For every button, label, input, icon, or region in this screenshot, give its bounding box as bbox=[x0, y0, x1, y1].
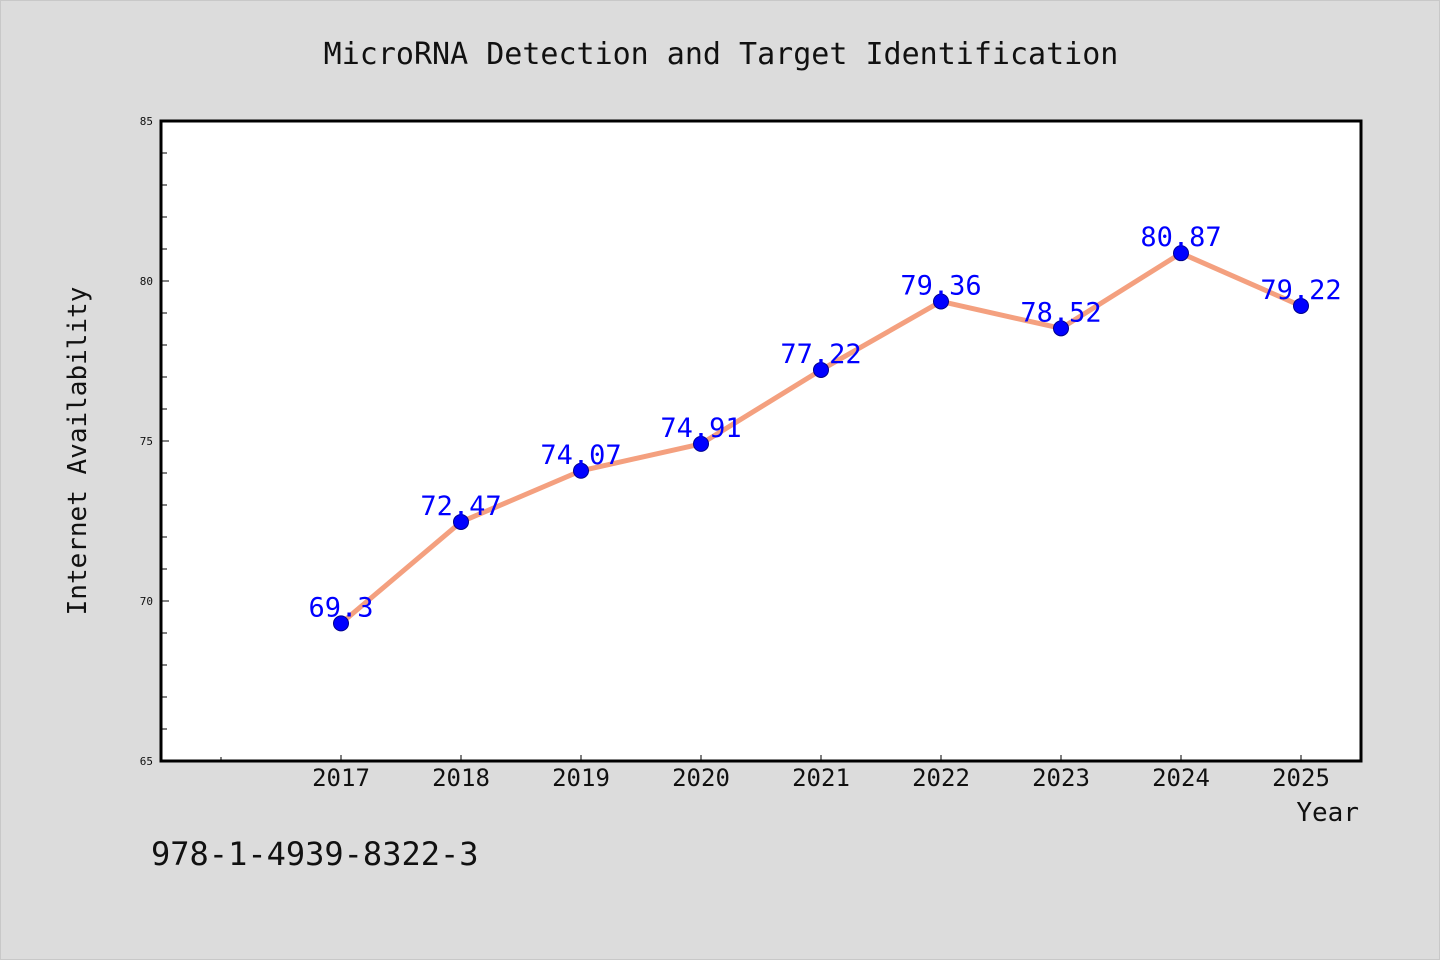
data-point bbox=[933, 293, 949, 310]
y-tick-label: 85 bbox=[140, 115, 153, 128]
data-point bbox=[693, 435, 709, 452]
data-point bbox=[813, 361, 829, 378]
y-tick-label: 80 bbox=[140, 275, 153, 288]
y-axis-title: Internet Availability bbox=[63, 287, 93, 616]
data-label: 78.52 bbox=[1020, 297, 1101, 328]
data-point bbox=[573, 462, 589, 479]
data-label: 74.91 bbox=[660, 413, 741, 444]
data-label: 77.22 bbox=[780, 339, 861, 370]
x-tick-label: 2018 bbox=[432, 764, 490, 792]
y-tick-label: 75 bbox=[140, 435, 153, 448]
data-labels-layer: 69.3 72.47 74.07 74.91 77.22 79.36 78.52 80.87 7… bbox=[308, 222, 1341, 623]
x-tick-label: 2024 bbox=[1152, 764, 1210, 792]
chart-title: MicroRNA Detection and Target Identifica… bbox=[324, 37, 1119, 72]
x-tick-label: 2020 bbox=[672, 764, 730, 792]
x-tick-label: 2025 bbox=[1272, 764, 1330, 792]
series-layer bbox=[333, 245, 1309, 632]
x-tick-label: 2019 bbox=[552, 764, 610, 792]
data-point bbox=[1293, 297, 1309, 314]
data-label: 72.47 bbox=[420, 491, 501, 522]
data-label: 80.87 bbox=[1140, 222, 1221, 253]
x-tick-label: 2023 bbox=[1032, 764, 1090, 792]
data-point bbox=[453, 513, 469, 530]
data-point bbox=[1173, 245, 1189, 262]
plot-area bbox=[159, 119, 1363, 763]
data-point bbox=[333, 615, 349, 632]
x-tick-label: 2021 bbox=[792, 764, 850, 792]
data-label: 79.36 bbox=[900, 270, 981, 301]
isbn-footer: 978-1-4939-8322-3 bbox=[151, 835, 479, 873]
x-axis: 2017 2018 2019 2020 2021 2022 2023 2024 2025 bbox=[220, 755, 1330, 792]
data-label: 69.3 bbox=[308, 592, 373, 623]
y-tick-label: 65 bbox=[140, 755, 153, 768]
y-tick-label: 70 bbox=[140, 595, 153, 608]
data-label: 74.07 bbox=[540, 440, 621, 471]
x-axis-title: Year bbox=[1296, 798, 1359, 828]
data-point bbox=[1053, 320, 1069, 337]
x-tick-label: 2017 bbox=[312, 764, 370, 792]
y-axis: 65 70 75 80 85 bbox=[140, 115, 169, 768]
x-tick-label: 2022 bbox=[912, 764, 970, 792]
data-label: 79.22 bbox=[1260, 275, 1341, 306]
